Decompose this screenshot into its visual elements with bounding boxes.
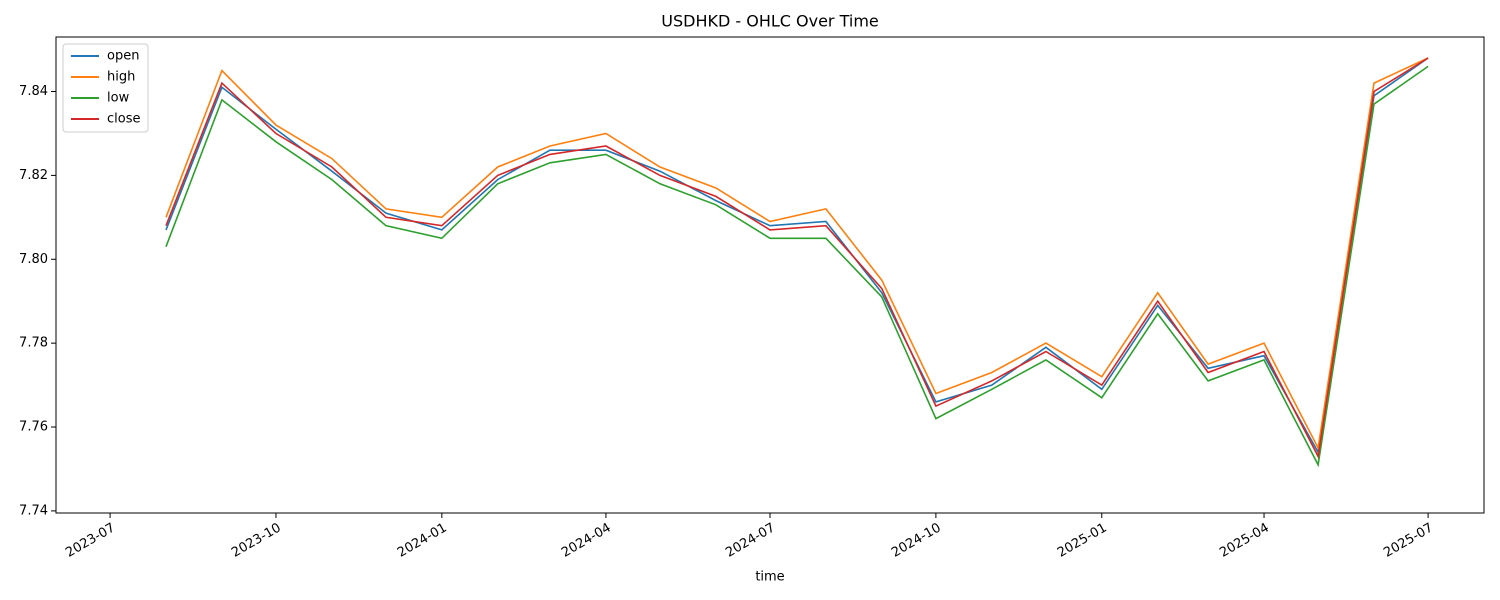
y-tick-label: 7.74 xyxy=(19,503,48,518)
legend-label: close xyxy=(107,112,140,127)
legend-box xyxy=(62,43,149,133)
x-tick-label: 2025-01 xyxy=(1055,521,1110,561)
series-line xyxy=(165,57,1429,455)
legend-label: high xyxy=(107,70,135,85)
series-line xyxy=(165,57,1429,451)
x-tick-label: 2024-01 xyxy=(395,521,450,561)
y-tick-label: 7.78 xyxy=(19,336,48,351)
series-line xyxy=(165,57,1429,459)
x-axis-label: time xyxy=(755,570,784,585)
legend-label: low xyxy=(107,91,130,106)
x-tick-label: 2024-04 xyxy=(559,521,614,561)
chart-title: USDHKD - OHLC Over Time xyxy=(661,12,879,31)
x-tick-label: 2024-07 xyxy=(723,521,778,561)
y-tick-label: 7.80 xyxy=(19,252,48,267)
x-tick-label: 2023-10 xyxy=(229,521,284,561)
x-tick-label: 2025-04 xyxy=(1217,521,1272,561)
y-tick-label: 7.82 xyxy=(19,168,48,183)
legend-label: open xyxy=(107,49,139,64)
x-tick-label: 2023-07 xyxy=(63,521,118,561)
x-tick-label: 2025-07 xyxy=(1381,521,1436,561)
y-tick-label: 7.76 xyxy=(19,420,48,435)
x-tick-label: 2024-10 xyxy=(889,521,944,561)
plot-frame xyxy=(55,36,1485,514)
series-line xyxy=(165,65,1429,468)
y-tick-label: 7.84 xyxy=(19,84,48,99)
